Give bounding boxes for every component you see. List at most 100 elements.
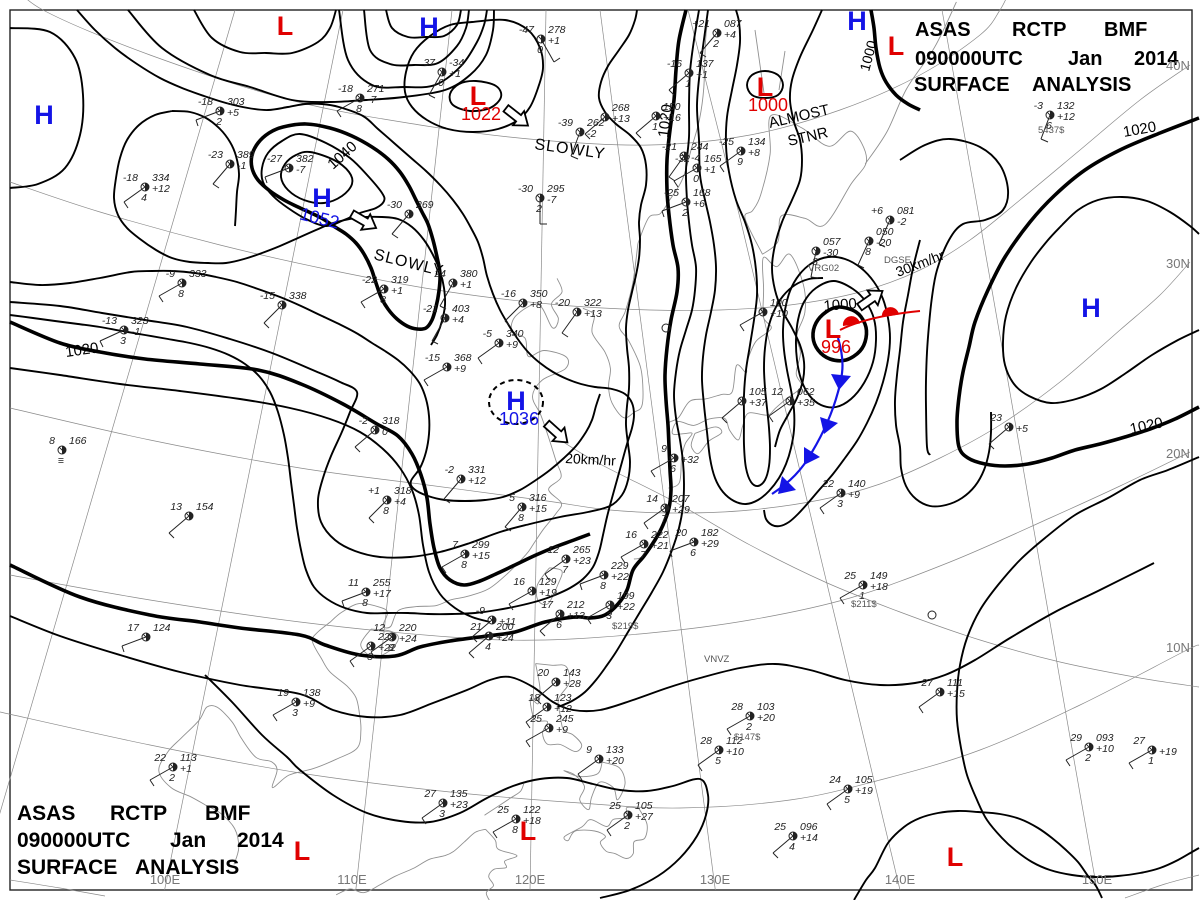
svg-text:22: 22 [153, 752, 166, 764]
svg-text:-32: -32 [675, 153, 690, 165]
svg-text:8: 8 [865, 246, 871, 258]
svg-text:+9: +9 [556, 724, 568, 736]
svg-text:0: 0 [693, 173, 699, 185]
svg-text:112: 112 [726, 735, 743, 747]
svg-text:1: 1 [1148, 755, 1154, 767]
svg-text:1000: 1000 [823, 295, 858, 315]
svg-text:5: 5 [509, 492, 515, 504]
svg-text:H: H [312, 183, 332, 213]
svg-text:40N: 40N [1166, 58, 1190, 73]
svg-text:8: 8 [461, 559, 467, 571]
svg-text:+9: +9 [303, 698, 315, 710]
svg-text:3: 3 [120, 335, 126, 347]
svg-text:+1: +1 [449, 68, 461, 80]
svg-text:4: 4 [485, 641, 491, 653]
svg-text:1020: 1020 [1122, 118, 1158, 141]
svg-text:-2: -2 [897, 216, 906, 228]
svg-text:5: 5 [715, 755, 721, 767]
svg-text:0: 0 [537, 44, 543, 56]
svg-text:-2: -2 [587, 128, 596, 140]
svg-text:9: 9 [661, 443, 667, 455]
svg-text:123: 123 [554, 692, 572, 704]
svg-text:380: 380 [460, 268, 478, 280]
svg-text:122: 122 [523, 804, 541, 816]
svg-text:+21: +21 [692, 18, 710, 30]
svg-text:105: 105 [635, 800, 653, 812]
svg-text:350: 350 [530, 288, 548, 300]
svg-text:100E: 100E [150, 872, 181, 887]
svg-text:124: 124 [153, 622, 171, 634]
svg-text:1: 1 [859, 590, 865, 602]
svg-text:+4: +4 [452, 314, 464, 326]
svg-text:+11: +11 [499, 616, 516, 628]
svg-text:-30: -30 [823, 247, 838, 259]
svg-text:-16: -16 [667, 58, 682, 70]
svg-text:105: 105 [749, 386, 767, 398]
svg-text:18: 18 [528, 692, 540, 704]
svg-text:134: 134 [748, 136, 766, 148]
svg-text:3: 3 [292, 707, 298, 719]
svg-text:$147$: $147$ [734, 732, 761, 743]
svg-text:+22: +22 [378, 642, 396, 654]
svg-text:1020: 1020 [64, 339, 99, 360]
svg-text:132: 132 [1057, 100, 1075, 112]
svg-text:+22: +22 [617, 601, 635, 613]
svg-text:14: 14 [646, 493, 658, 505]
svg-text:-15: -15 [260, 290, 275, 302]
svg-text:140E: 140E [885, 872, 916, 887]
svg-text:8: 8 [49, 435, 55, 447]
svg-text:5437$: 5437$ [1038, 125, 1065, 136]
svg-text:229: 229 [610, 560, 629, 572]
svg-text:-27: -27 [267, 153, 283, 165]
svg-text:996: 996 [821, 337, 851, 357]
svg-text:-15: -15 [425, 352, 440, 364]
svg-text:10N: 10N [1166, 640, 1190, 655]
svg-text:334: 334 [152, 172, 170, 184]
svg-text:062: 062 [797, 386, 815, 398]
svg-text:+24: +24 [496, 632, 514, 644]
svg-text:+10: +10 [726, 746, 744, 758]
svg-text:268: 268 [611, 102, 630, 114]
svg-text:244: 244 [690, 141, 709, 153]
svg-text:+1: +1 [704, 164, 716, 176]
svg-text:+13: +13 [584, 308, 602, 320]
svg-text:16: 16 [625, 529, 637, 541]
svg-text:+23: +23 [573, 555, 591, 567]
svg-text:-13: -13 [102, 315, 117, 327]
svg-text:+1: +1 [460, 279, 472, 291]
svg-text:2: 2 [712, 38, 719, 50]
svg-text:L: L [294, 836, 311, 866]
svg-text:37: 37 [423, 57, 436, 69]
svg-text:27: 27 [920, 677, 934, 689]
svg-text:7: 7 [640, 549, 647, 561]
svg-text:+19: +19 [1159, 746, 1177, 758]
svg-text:150: 150 [663, 101, 681, 113]
svg-text:≡: ≡ [58, 455, 64, 467]
svg-text:+32: +32 [681, 454, 699, 466]
svg-text:138: 138 [303, 687, 321, 699]
svg-text:L: L [757, 72, 774, 102]
svg-text:093: 093 [1096, 732, 1114, 744]
svg-text:H: H [1081, 293, 1101, 323]
svg-text:28: 28 [730, 701, 743, 713]
svg-text:050: 050 [876, 226, 894, 238]
svg-text:129: 129 [539, 576, 557, 588]
svg-text:-21: -21 [423, 303, 438, 315]
svg-text:+22: +22 [611, 571, 629, 583]
svg-text:2: 2 [215, 116, 222, 128]
svg-text:+19: +19 [855, 785, 873, 797]
svg-text:295: 295 [546, 183, 565, 195]
svg-text:28: 28 [699, 735, 712, 747]
svg-text:25: 25 [496, 804, 509, 816]
svg-text:+1: +1 [391, 285, 403, 297]
svg-text:+12: +12 [468, 475, 486, 487]
svg-text:9: 9 [737, 156, 743, 168]
svg-text:149: 149 [870, 570, 888, 582]
svg-text:299: 299 [471, 539, 490, 551]
svg-text:6: 6 [556, 619, 562, 631]
svg-text:403: 403 [452, 303, 470, 315]
svg-text:+9: +9 [506, 339, 518, 351]
svg-text:154: 154 [196, 501, 214, 513]
svg-text:+13: +13 [567, 610, 585, 622]
